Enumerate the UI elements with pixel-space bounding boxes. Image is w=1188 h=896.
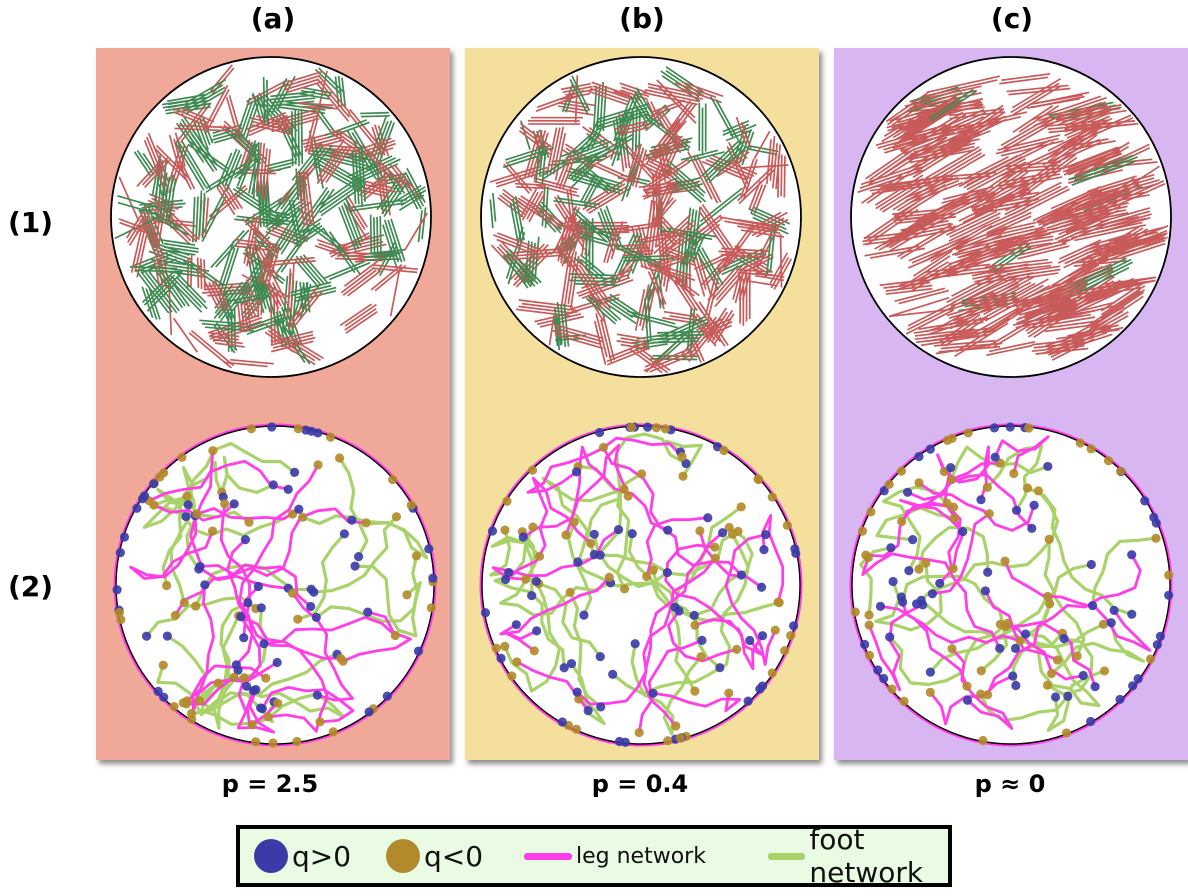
param-label-c: p ≈ 0 xyxy=(974,770,1046,798)
q-negative-dot-icon xyxy=(386,839,420,873)
q-positive-dot-icon xyxy=(254,839,288,873)
legend-label-foot-network: foot network xyxy=(809,823,924,889)
legend-label-q-negative: q<0 xyxy=(424,839,484,873)
network-disk-c xyxy=(849,422,1174,747)
legend-item-q-positive: q>0 xyxy=(254,829,351,883)
leg-network-line-icon xyxy=(524,852,572,860)
row-label-2: (2) xyxy=(8,570,54,603)
rods-disk-b xyxy=(480,56,802,378)
legend-item-foot-network: foot network xyxy=(768,823,948,889)
legend-item-leg-network: leg network xyxy=(524,829,706,883)
legend-item-q-negative: q<0 xyxy=(386,829,483,883)
column-label-b: (b) xyxy=(619,2,665,35)
param-label-a: p = 2.5 xyxy=(221,770,319,798)
legend-label-leg-network: leg network xyxy=(576,843,706,869)
foot-network-line-icon xyxy=(768,852,806,860)
column-label-a: (a) xyxy=(250,2,296,35)
param-label-b: p = 0.4 xyxy=(591,770,689,798)
column-label-c: (c) xyxy=(990,2,1034,35)
legend-label-q-positive: q>0 xyxy=(292,839,352,873)
rods-disk-c xyxy=(850,56,1172,378)
network-disk-a xyxy=(112,422,438,748)
network-disk-b xyxy=(479,422,803,747)
legend-box: q>0 q<0 leg network foot network xyxy=(236,823,952,889)
row-label-1: (1) xyxy=(8,206,54,239)
rods-disk-a xyxy=(110,56,432,378)
